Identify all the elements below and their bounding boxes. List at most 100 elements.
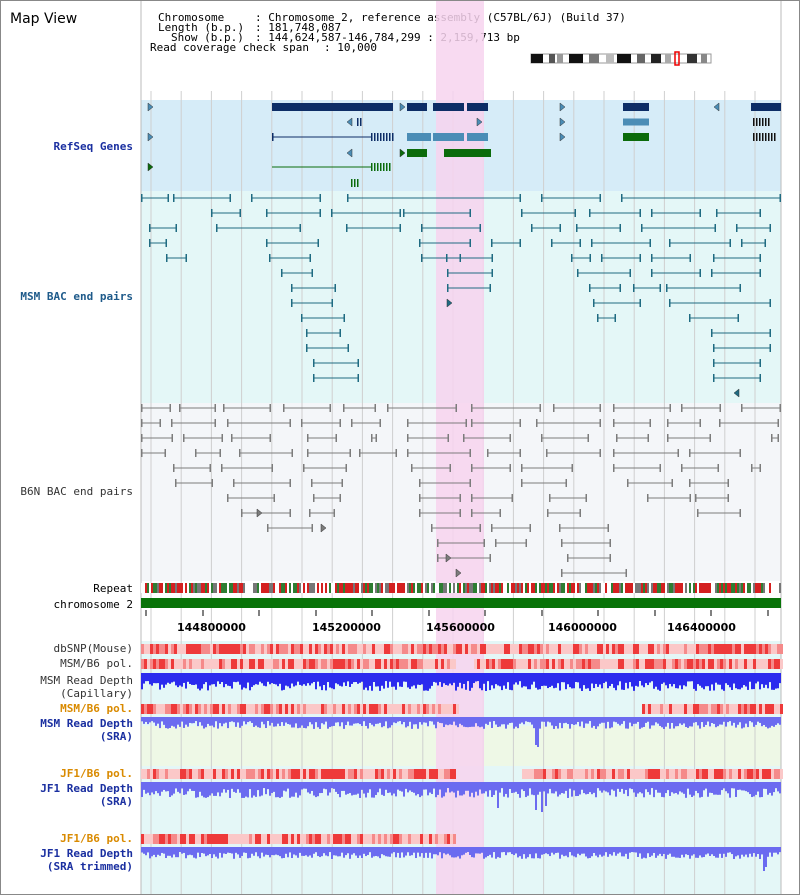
depth-bar — [147, 717, 149, 725]
depth-bar — [529, 673, 531, 690]
depth-bar — [145, 717, 147, 722]
heat-cell — [327, 644, 330, 654]
heat-cell — [372, 644, 375, 654]
depth-bar — [621, 847, 623, 857]
depth-bar — [293, 847, 295, 855]
heat-cell — [519, 644, 522, 654]
track-label-b6n-bac[interactable]: B6N BAC end pairs — [20, 485, 133, 498]
bac-end — [547, 509, 549, 517]
repeat-feature — [197, 583, 199, 593]
repeat-feature — [483, 583, 485, 593]
depth-bar — [391, 673, 393, 687]
heat-cell — [405, 644, 408, 654]
track-label-jf1-depth-sra[interactable]: JF1 Read Depth (SRA) — [40, 782, 133, 808]
depth-bar — [213, 782, 215, 796]
heat-cell — [480, 659, 483, 669]
depth-bar — [521, 847, 523, 859]
track-label-msm-bac[interactable]: MSM BAC end pairs — [20, 290, 133, 303]
heat-cell — [222, 834, 225, 844]
repeat-feature — [681, 583, 683, 593]
depth-bar — [193, 782, 195, 791]
depth-bar — [269, 717, 271, 726]
depth-bar — [571, 782, 573, 797]
heat-cell — [765, 659, 768, 669]
bac-end — [175, 224, 177, 232]
depth-bar — [603, 782, 605, 791]
repeat-feature — [477, 583, 479, 593]
heat-cell — [570, 644, 573, 654]
depth-bar — [417, 673, 419, 685]
depth-bar — [471, 847, 473, 858]
heat-cell — [264, 659, 267, 669]
depth-bar — [585, 782, 587, 795]
depth-bar — [523, 717, 525, 725]
heat-cell — [513, 659, 516, 669]
bac-end — [585, 494, 587, 502]
depth-bar — [161, 782, 163, 792]
track-label-msm-depth-sra[interactable]: MSM Read Depth (SRA) — [40, 717, 133, 743]
depth-bar — [587, 847, 589, 859]
track-label-msm-b6-pol-2[interactable]: MSM/B6 pol. — [60, 702, 133, 715]
depth-bar — [455, 782, 457, 798]
heat-cell — [399, 704, 402, 714]
track-label-msm-depth-capillary[interactable]: MSM Read Depth (Capillary) — [40, 674, 133, 700]
heat-cell — [282, 834, 285, 844]
track-label-jf1-b6-pol-2[interactable]: JF1/B6 pol. — [60, 832, 133, 845]
depth-bar — [329, 847, 331, 853]
depth-bar — [309, 673, 311, 686]
bac-end — [403, 209, 405, 217]
heat-cell — [258, 834, 261, 844]
depth-bar — [605, 782, 607, 792]
depth-bar — [719, 717, 721, 725]
heat-cell — [738, 769, 741, 779]
depth-bar — [725, 847, 727, 857]
depth-bar — [255, 847, 257, 853]
depth-bar — [521, 717, 523, 723]
depth-bar — [245, 847, 247, 853]
track-label-dbsnp[interactable]: dbSNP(Mouse) — [53, 642, 133, 655]
gene-exon — [756, 133, 758, 141]
heat-cell — [714, 644, 717, 654]
track-label-jf1-b6-pol[interactable]: JF1/B6 pol. — [60, 767, 133, 780]
depth-bar — [177, 717, 179, 725]
repeat-feature — [167, 583, 169, 593]
depth-bar — [241, 717, 243, 726]
track-label-msm-b6-pol[interactable]: MSM/B6 pol. — [60, 657, 133, 670]
track-label-jf1-depth-trimmed[interactable]: JF1 Read Depth (SRA trimmed) — [40, 847, 133, 873]
bac-end — [499, 509, 501, 517]
depth-bar — [479, 847, 481, 854]
heat-cell — [633, 659, 636, 669]
depth-bar — [511, 847, 513, 855]
depth-bar — [181, 717, 183, 722]
depth-bar — [495, 847, 497, 859]
heat-cell — [183, 834, 186, 844]
heat-cell — [780, 704, 783, 714]
bac-end — [601, 254, 603, 262]
depth-bar — [173, 847, 175, 855]
depth-bar — [455, 717, 457, 726]
bac-end — [541, 194, 543, 202]
depth-bar — [611, 782, 613, 790]
depth-bar — [661, 673, 663, 684]
depth-bar — [389, 717, 391, 728]
repeat-feature — [587, 583, 589, 593]
heat-cell — [381, 769, 384, 779]
depth-bar — [635, 673, 637, 686]
depth-bar — [415, 782, 417, 796]
heat-cell — [705, 644, 708, 654]
depth-bar — [353, 673, 355, 683]
depth-bar — [203, 673, 205, 685]
depth-bar — [301, 673, 303, 686]
depth-bar — [517, 847, 519, 858]
heat-cell — [324, 834, 327, 844]
track-label-refseq-genes[interactable]: RefSeq Genes — [53, 140, 133, 153]
depth-bar — [381, 717, 383, 728]
depth-bar — [485, 673, 487, 691]
bac-end — [619, 224, 621, 232]
depth-bar — [273, 717, 275, 727]
heat-cell — [348, 659, 351, 669]
depth-bar — [777, 673, 779, 689]
depth-bar — [347, 717, 349, 722]
depth-bar — [563, 782, 565, 794]
repeat-feature — [175, 583, 177, 593]
